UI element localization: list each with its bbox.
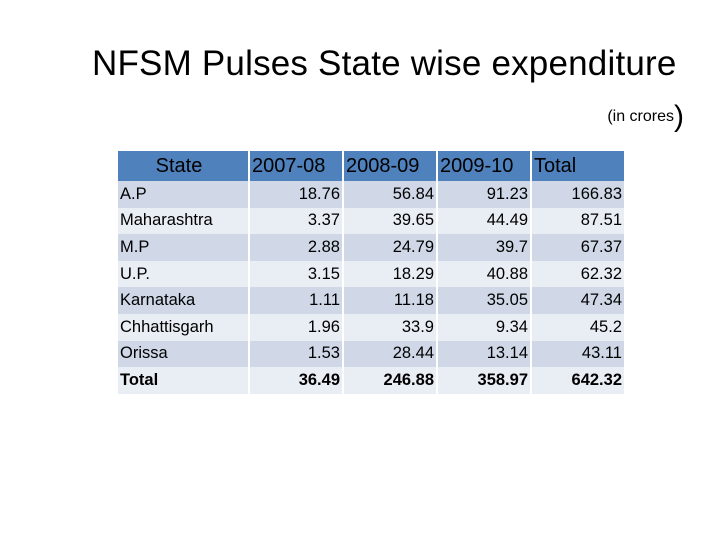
table-row: Orissa 1.53 28.44 13.14 43.11 [118, 340, 624, 368]
total-cell: 642.32 [532, 367, 624, 394]
value-cell: 28.44 [344, 340, 436, 368]
value-cell: 35.05 [438, 287, 530, 314]
value-cell: 39.7 [438, 234, 530, 261]
table-header-row: State 2007-08 2008-09 2009-10 Total [118, 151, 624, 181]
value-cell: 13.14 [438, 340, 530, 368]
unit-note-paren: ) [674, 100, 684, 133]
total-cell: 47.34 [532, 287, 624, 314]
value-cell: 24.79 [344, 234, 436, 261]
value-cell: 44.49 [438, 207, 530, 235]
value-cell: 91.23 [438, 181, 530, 208]
value-cell: 2.88 [250, 234, 342, 261]
slide-title: NFSM Pulses State wise expenditure [92, 44, 677, 83]
value-cell: 11.18 [344, 287, 436, 314]
total-cell: 45.2 [532, 313, 624, 341]
total-cell: 67.37 [532, 234, 624, 261]
value-cell: 246.88 [344, 367, 436, 394]
table-row: M.P 2.88 24.79 39.7 67.37 [118, 234, 624, 261]
table-row: Maharashtra 3.37 39.65 44.49 87.51 [118, 207, 624, 235]
value-cell: 1.53 [250, 340, 342, 368]
state-cell: Maharashtra [118, 207, 248, 235]
value-cell: 39.65 [344, 207, 436, 235]
state-cell: U.P. [118, 260, 248, 288]
value-cell: 18.76 [250, 181, 342, 208]
value-cell: 1.96 [250, 313, 342, 341]
value-cell: 3.37 [250, 207, 342, 235]
expenditure-table: State 2007-08 2008-09 2009-10 Total A.P … [116, 151, 626, 394]
value-cell: 1.11 [250, 287, 342, 314]
header-2007-08: 2007-08 [250, 151, 342, 181]
value-cell: 40.88 [438, 260, 530, 288]
header-total: Total [532, 151, 624, 181]
state-cell: Orissa [118, 340, 248, 368]
total-cell: 87.51 [532, 207, 624, 235]
table-row: Chhattisgarh 1.96 33.9 9.34 45.2 [118, 313, 624, 341]
state-cell: M.P [118, 234, 248, 261]
value-cell: 18.29 [344, 260, 436, 288]
value-cell: 3.15 [250, 260, 342, 288]
header-state: State [118, 151, 248, 181]
value-cell: 36.49 [250, 367, 342, 394]
value-cell: 358.97 [438, 367, 530, 394]
value-cell: 56.84 [344, 181, 436, 208]
table-total-row: Total 36.49 246.88 358.97 642.32 [118, 367, 624, 394]
total-cell: 62.32 [532, 260, 624, 288]
table-row: A.P 18.76 56.84 91.23 166.83 [118, 181, 624, 208]
unit-note: (in crores) [607, 100, 684, 134]
state-cell: Total [118, 367, 248, 394]
table-row: U.P. 3.15 18.29 40.88 62.32 [118, 260, 624, 288]
total-cell: 166.83 [532, 181, 624, 208]
unit-note-text: (in crores [607, 108, 674, 125]
total-cell: 43.11 [532, 340, 624, 368]
value-cell: 33.9 [344, 313, 436, 341]
header-2008-09: 2008-09 [344, 151, 436, 181]
state-cell: A.P [118, 181, 248, 208]
value-cell: 9.34 [438, 313, 530, 341]
table-row: Karnataka 1.11 11.18 35.05 47.34 [118, 287, 624, 314]
state-cell: Karnataka [118, 287, 248, 314]
state-cell: Chhattisgarh [118, 313, 248, 341]
header-2009-10: 2009-10 [438, 151, 530, 181]
